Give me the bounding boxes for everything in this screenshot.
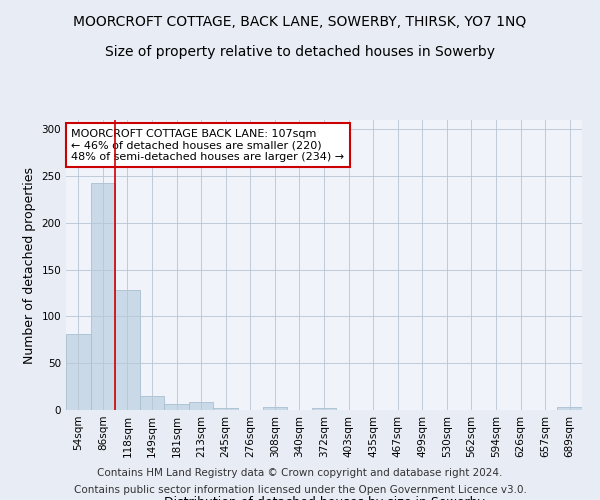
Bar	[140, 396, 164, 410]
Bar	[263, 407, 287, 410]
Bar	[557, 407, 582, 410]
Bar	[214, 408, 238, 410]
X-axis label: Distribution of detached houses by size in Sowerby: Distribution of detached houses by size …	[164, 496, 484, 500]
Text: MOORCROFT COTTAGE, BACK LANE, SOWERBY, THIRSK, YO7 1NQ: MOORCROFT COTTAGE, BACK LANE, SOWERBY, T…	[73, 15, 527, 29]
Bar	[189, 402, 214, 410]
Text: Size of property relative to detached houses in Sowerby: Size of property relative to detached ho…	[105, 45, 495, 59]
Bar	[312, 408, 336, 410]
Bar	[164, 404, 189, 410]
Bar	[66, 334, 91, 410]
Text: MOORCROFT COTTAGE BACK LANE: 107sqm
← 46% of detached houses are smaller (220)
4: MOORCROFT COTTAGE BACK LANE: 107sqm ← 46…	[71, 128, 344, 162]
Bar	[115, 290, 140, 410]
Text: Contains HM Land Registry data © Crown copyright and database right 2024.: Contains HM Land Registry data © Crown c…	[97, 468, 503, 477]
Bar	[91, 182, 115, 410]
Text: Contains public sector information licensed under the Open Government Licence v3: Contains public sector information licen…	[74, 485, 526, 495]
Y-axis label: Number of detached properties: Number of detached properties	[23, 166, 36, 364]
